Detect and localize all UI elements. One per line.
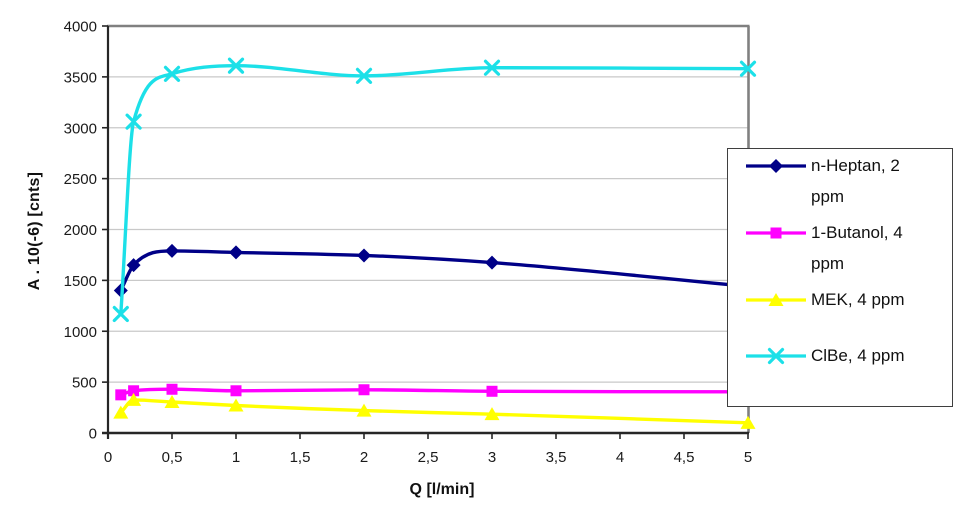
y-tick-label: 0 (89, 426, 97, 443)
x-tick-label: 2,5 (418, 449, 439, 466)
square-marker-icon (358, 384, 370, 396)
x-marker-icon (767, 347, 785, 365)
triangle-marker-icon (768, 293, 784, 306)
square-marker-icon (770, 227, 782, 239)
diamond-marker-icon (357, 248, 371, 263)
x-tick-label: 4 (616, 449, 624, 466)
y-tick-label: 3500 (64, 69, 97, 86)
diamond-marker-icon (769, 159, 783, 173)
y-tick-label: 2000 (64, 222, 97, 239)
square-marker-icon (166, 383, 178, 395)
triangle-marker-icon (113, 405, 129, 419)
gridlines (108, 76, 749, 383)
triangle-marker-icon (164, 394, 180, 408)
y-tick-label: 3000 (64, 120, 97, 137)
diamond-marker-icon (165, 243, 179, 258)
x-marker-icon (739, 60, 757, 77)
series-line (119, 398, 750, 425)
square-marker-icon (115, 389, 127, 401)
x-tick-label: 5 (744, 449, 752, 466)
legend-item: ClBe, 4 ppm (745, 340, 944, 371)
tick-labels: 0 500 1000 1500 2000 2500 3000 3500 4000 0 0,5 1 1,5… (64, 19, 753, 467)
legend: n-Heptan, 2 ppm 1-Butanol, 4 ppm MEK, 4 pp… (727, 148, 953, 407)
y-tick-label: 500 (72, 375, 97, 392)
x-tick-label: 1,5 (290, 449, 311, 466)
diamond-marker-icon (229, 245, 243, 260)
legend-key (746, 347, 806, 365)
y-tick-label: 4000 (64, 19, 97, 36)
y-tick-label: 1500 (64, 273, 97, 290)
x-marker-icon (483, 59, 501, 76)
x-marker-icon (163, 65, 181, 82)
y-tick-label: 1000 (64, 324, 97, 341)
legend-label: n-Heptan, 2 ppm (811, 156, 900, 206)
series-line (119, 387, 750, 397)
triangle-marker-icon (356, 403, 372, 417)
series-x (112, 57, 757, 323)
axes (102, 25, 749, 439)
series-square (115, 383, 754, 401)
x-marker-icon (227, 57, 245, 74)
x-tick-label: 1 (232, 449, 240, 466)
series-line (119, 64, 750, 316)
square-marker-icon (230, 385, 242, 397)
x-marker-icon (355, 67, 373, 84)
series-line (119, 249, 750, 293)
legend-key (746, 227, 806, 239)
square-marker-icon (486, 385, 498, 397)
legend-key (746, 293, 806, 306)
series-diamond (113, 243, 755, 298)
x-tick-label: 3 (488, 449, 496, 466)
triangle-marker-icon (484, 407, 500, 421)
x-tick-label: 0 (104, 449, 112, 466)
x-tick-label: 3,5 (546, 449, 567, 466)
x-tick-label: 0,5 (162, 449, 183, 466)
series-triangle (113, 392, 756, 429)
triangle-marker-icon (126, 392, 142, 406)
diamond-marker-icon (126, 258, 141, 273)
legend-item: 1-Butanol, 4 ppm (745, 217, 944, 279)
triangle-marker-icon (740, 415, 756, 429)
x-marker-icon (112, 305, 129, 323)
legend-label: 1-Butanol, 4 ppm (811, 223, 903, 273)
y-axis-title: A . 10(-6) [cnts] (26, 171, 43, 291)
legend-item: MEK, 4 ppm (745, 284, 944, 315)
x-tick-label: 4,5 (674, 449, 695, 466)
x-tick-label: 2 (360, 449, 368, 466)
x-marker-icon (125, 113, 142, 130)
square-marker-icon (128, 385, 140, 397)
y-tick-label: 2500 (64, 171, 97, 188)
legend-label: ClBe, 4 ppm (811, 346, 905, 365)
legend-key (746, 159, 806, 173)
triangle-marker-icon (228, 398, 244, 412)
legend-item: n-Heptan, 2 ppm (745, 150, 944, 212)
x-axis-title: Q [l/min] (409, 481, 475, 498)
diamond-marker-icon (485, 255, 499, 270)
legend-label: MEK, 4 ppm (811, 290, 905, 309)
